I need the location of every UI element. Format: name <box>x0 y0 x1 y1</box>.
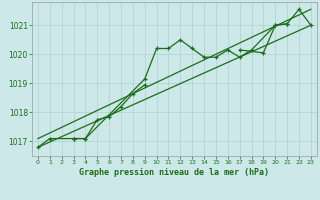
X-axis label: Graphe pression niveau de la mer (hPa): Graphe pression niveau de la mer (hPa) <box>79 168 269 177</box>
